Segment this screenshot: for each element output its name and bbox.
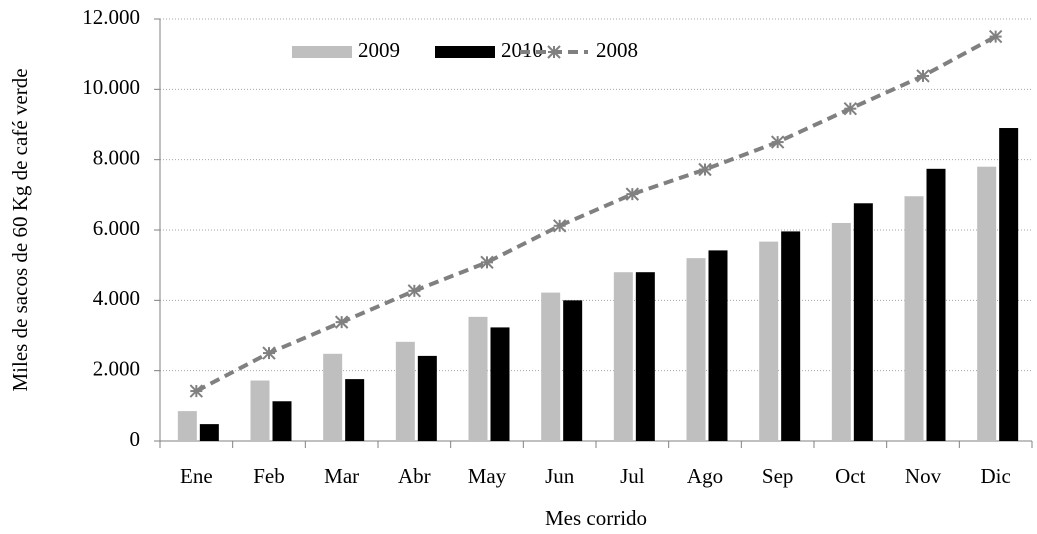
legend-label: 2008 bbox=[596, 38, 638, 62]
bar bbox=[926, 168, 946, 441]
x-tick-label: Jun bbox=[545, 464, 575, 488]
x-tick-label: Dic bbox=[981, 464, 1011, 488]
line bbox=[195, 34, 997, 393]
legend-label: 2009 bbox=[358, 38, 400, 62]
bar bbox=[541, 292, 561, 441]
bar bbox=[635, 272, 655, 441]
marker bbox=[334, 315, 349, 329]
marker-stroke bbox=[698, 162, 712, 177]
marker-stroke bbox=[334, 315, 349, 329]
legend-swatch bbox=[292, 46, 352, 58]
bar bbox=[613, 272, 633, 441]
x-tick-label: Abr bbox=[398, 464, 431, 488]
y-tick-label: 0 bbox=[130, 427, 141, 451]
marker bbox=[552, 219, 567, 233]
bar bbox=[177, 411, 197, 441]
bar bbox=[831, 222, 851, 441]
bar bbox=[759, 241, 779, 441]
x-tick-label: May bbox=[468, 464, 507, 488]
bar bbox=[345, 379, 365, 441]
x-tick-label: Mar bbox=[324, 464, 359, 488]
x-tick-label: Jul bbox=[620, 464, 645, 488]
marker-stroke bbox=[843, 101, 858, 116]
bar bbox=[323, 353, 343, 441]
marker-stroke bbox=[547, 45, 561, 59]
x-tick-label: Ene bbox=[180, 464, 213, 488]
marker-stroke bbox=[480, 255, 494, 270]
x-tick-label: Sep bbox=[762, 464, 794, 488]
marker bbox=[988, 29, 1003, 44]
marker bbox=[480, 255, 494, 270]
marker-stroke bbox=[189, 384, 204, 398]
marker bbox=[407, 284, 422, 298]
marker bbox=[189, 384, 204, 398]
bar bbox=[417, 355, 437, 441]
bar bbox=[563, 300, 583, 441]
y-tick-label: 2.000 bbox=[93, 356, 140, 380]
y-axis-title: Miles de sacos de 60 Kg de café verde bbox=[8, 68, 32, 391]
bar bbox=[490, 327, 510, 441]
marker bbox=[262, 346, 276, 360]
x-tick-label: Nov bbox=[905, 464, 942, 488]
legend-swatch bbox=[435, 46, 495, 58]
x-tick-label: Oct bbox=[835, 464, 865, 488]
marker bbox=[625, 187, 640, 201]
x-tick-label: Ago bbox=[687, 464, 723, 488]
bar bbox=[999, 128, 1019, 441]
bar bbox=[468, 316, 488, 441]
bar bbox=[272, 401, 292, 441]
bar bbox=[904, 196, 924, 441]
x-tick-label: Feb bbox=[253, 464, 285, 488]
marker-stroke bbox=[625, 187, 640, 201]
y-tick-label: 8.000 bbox=[93, 145, 140, 169]
y-tick-label: 10.000 bbox=[82, 75, 140, 99]
legend-label: 2010 bbox=[501, 38, 543, 62]
marker-stroke bbox=[552, 219, 567, 233]
x-axis-title: Mes corrido bbox=[545, 506, 647, 530]
bar bbox=[395, 341, 415, 441]
legend-marker bbox=[547, 45, 561, 59]
bar bbox=[250, 380, 270, 441]
bar bbox=[686, 258, 706, 441]
marker-stroke bbox=[262, 346, 276, 360]
y-tick-label: 6.000 bbox=[93, 216, 140, 240]
bar bbox=[781, 231, 801, 441]
marker bbox=[843, 101, 858, 116]
bar bbox=[199, 424, 219, 441]
marker bbox=[916, 69, 930, 83]
y-tick-label: 4.000 bbox=[93, 286, 140, 310]
marker-stroke bbox=[770, 135, 785, 149]
marker bbox=[698, 162, 712, 177]
bar bbox=[977, 166, 997, 441]
marker bbox=[770, 135, 785, 149]
marker-stroke bbox=[407, 284, 422, 298]
bar bbox=[853, 203, 873, 441]
marker-stroke bbox=[916, 69, 930, 83]
bar bbox=[708, 250, 728, 441]
marker-stroke bbox=[988, 29, 1003, 44]
y-tick-label: 12.000 bbox=[82, 5, 140, 29]
